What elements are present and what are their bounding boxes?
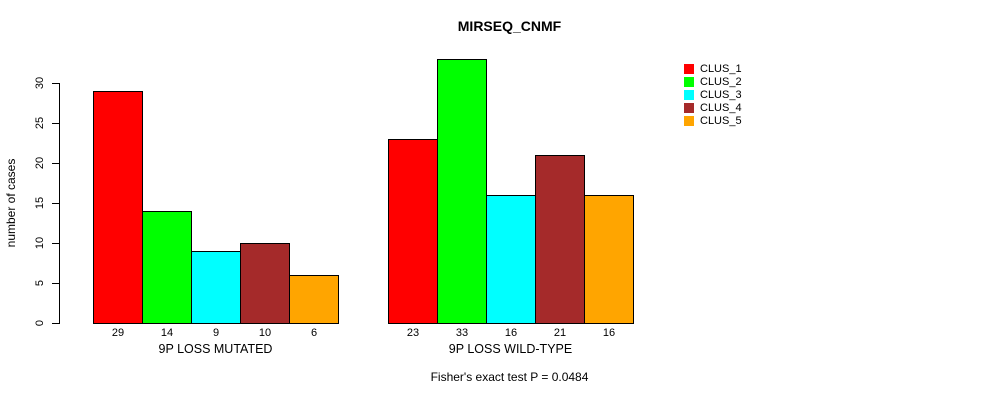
bar-clus_2-group2 bbox=[437, 59, 487, 324]
bar-clus_2-group1 bbox=[142, 211, 192, 324]
bar-clus_1-group2 bbox=[388, 139, 438, 324]
legend-swatch bbox=[684, 76, 694, 87]
y-tick-label-text: 25 bbox=[34, 116, 46, 130]
y-axis-line bbox=[59, 83, 60, 324]
y-tick-label-text: 15 bbox=[34, 196, 46, 210]
bar-value-label: 16 bbox=[504, 327, 518, 339]
y-tick-label-text: 10 bbox=[34, 236, 46, 250]
bar-value-label: 10 bbox=[258, 327, 272, 339]
bar-clus_3-group2 bbox=[486, 195, 536, 324]
bar-value-label: 16 bbox=[602, 327, 616, 339]
legend-swatch bbox=[684, 63, 694, 74]
legend-swatch bbox=[684, 89, 694, 100]
legend-item-clus_2: CLUS_2 bbox=[684, 75, 742, 88]
legend-label: CLUS_4 bbox=[700, 101, 742, 114]
group-label: 9P LOSS WILD-TYPE bbox=[448, 342, 573, 356]
footer-stat: Fisher's exact test P = 0.0484 bbox=[430, 370, 589, 384]
y-tick-label-text: 30 bbox=[34, 76, 46, 90]
legend-item-clus_1: CLUS_1 bbox=[684, 62, 742, 75]
y-tick bbox=[52, 163, 59, 164]
y-tick bbox=[52, 123, 59, 124]
y-tick bbox=[52, 323, 59, 324]
legend: CLUS_1 CLUS_2 CLUS_3 CLUS_4 CLUS_5 bbox=[684, 62, 742, 127]
bar-value-label: 6 bbox=[310, 327, 318, 339]
bar-value-label: 21 bbox=[553, 327, 567, 339]
legend-swatch bbox=[684, 115, 694, 126]
bar-value-label: 29 bbox=[111, 327, 125, 339]
bar-value-label: 23 bbox=[406, 327, 420, 339]
y-tick-label-text: 5 bbox=[34, 279, 46, 287]
y-tick-label-text: 20 bbox=[34, 156, 46, 170]
y-tick bbox=[52, 203, 59, 204]
bar-clus_5-group2 bbox=[584, 195, 634, 324]
legend-label: CLUS_3 bbox=[700, 88, 742, 101]
y-tick-label-text: 0 bbox=[34, 319, 46, 327]
legend-item-clus_3: CLUS_3 bbox=[684, 88, 742, 101]
y-tick bbox=[52, 243, 59, 244]
bar-clus_4-group1 bbox=[240, 243, 290, 324]
y-tick bbox=[52, 83, 59, 84]
y-axis-label-text: number of cases bbox=[4, 158, 18, 248]
bar-clus_5-group1 bbox=[289, 275, 339, 324]
bar-clus_3-group1 bbox=[191, 251, 241, 324]
bar-value-label: 9 bbox=[212, 327, 220, 339]
legend-label: CLUS_2 bbox=[700, 75, 742, 88]
legend-item-clus_5: CLUS_5 bbox=[684, 114, 742, 127]
legend-label: CLUS_1 bbox=[700, 62, 742, 75]
y-tick bbox=[52, 283, 59, 284]
legend-label: CLUS_5 bbox=[700, 114, 742, 127]
legend-swatch bbox=[684, 102, 694, 113]
legend-item-clus_4: CLUS_4 bbox=[684, 101, 742, 114]
group-label: 9P LOSS MUTATED bbox=[158, 342, 273, 356]
bar-value-label: 14 bbox=[160, 327, 174, 339]
bar-clus_1-group1 bbox=[93, 91, 143, 324]
bar-value-label: 33 bbox=[455, 327, 469, 339]
chart-title: MIRSEQ_CNMF bbox=[457, 18, 562, 34]
bar-clus_4-group2 bbox=[535, 155, 585, 324]
